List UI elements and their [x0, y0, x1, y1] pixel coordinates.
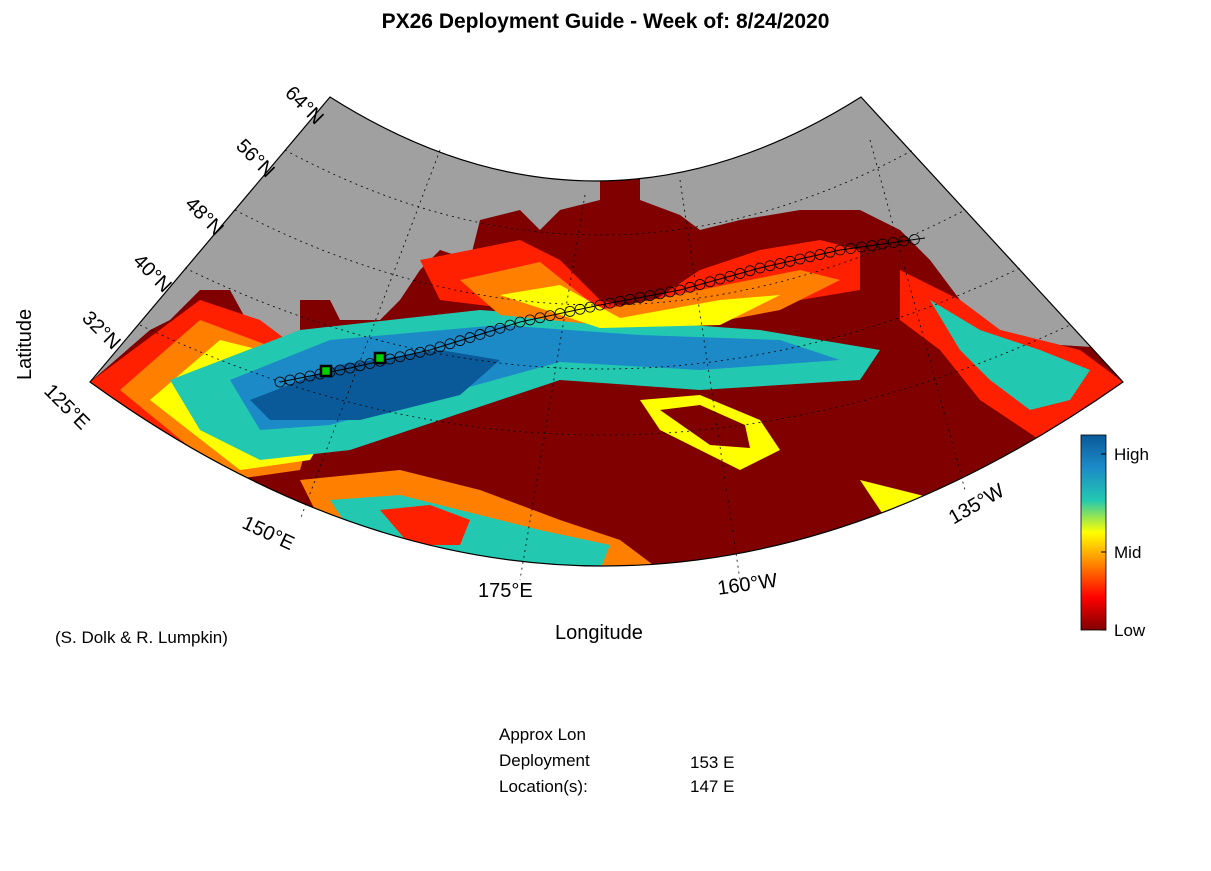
deployment-location-2: 147 E: [690, 777, 735, 796]
transect-point: [824, 246, 836, 258]
meridian-175e: [519, 194, 586, 581]
deployment-marker-147e[interactable]: [373, 351, 387, 365]
colorbar-label-low: Low: [1114, 621, 1146, 640]
transect-point: [908, 234, 920, 245]
transect-point: [474, 329, 486, 340]
transect-point: [855, 241, 867, 253]
transect-point: [444, 338, 456, 350]
transect-point: [344, 362, 356, 374]
transect-point: [494, 322, 506, 334]
deployment-heading-2: Deployment: [499, 751, 590, 770]
colorbar-label-high: High: [1114, 445, 1149, 464]
transect-point: [694, 279, 706, 290]
transect-point: [434, 341, 446, 353]
graticule: [139, 139, 1071, 581]
deployment-heading-3: Location(s):: [499, 777, 588, 796]
color-field: [90, 240, 1123, 566]
transect-point: [574, 303, 586, 315]
transect-point: [454, 335, 466, 347]
credit-text: (S. Dolk & R. Lumpkin): [55, 628, 228, 647]
transect-point: [734, 268, 746, 279]
transect-point: [484, 325, 496, 337]
transect-point: [424, 344, 436, 356]
transect-line: [274, 234, 926, 388]
cyan-band-east: [930, 300, 1090, 410]
parallel-48: [234, 209, 966, 306]
transect-point: [877, 238, 888, 250]
transect-point: [404, 349, 416, 360]
transect-point: [866, 240, 878, 251]
deep-blue-core: [250, 350, 500, 420]
transect-point: [564, 305, 576, 317]
transect-point: [714, 273, 726, 285]
south-red-patch: [380, 505, 470, 545]
transect-point: [524, 314, 536, 326]
lon-label-175e: 175°E: [478, 580, 533, 602]
transect-point: [704, 276, 716, 288]
y-axis-label: Latitude: [14, 308, 36, 380]
deployment-marker-153e[interactable]: [319, 364, 333, 378]
transect-point: [394, 351, 406, 363]
meridian-135w: [869, 139, 966, 491]
central-red-arc: [660, 405, 750, 448]
transect-point: [584, 301, 596, 313]
colorbar-label-mid: Mid: [1114, 543, 1142, 562]
transect-point: [534, 312, 546, 324]
transect-point: [414, 346, 426, 358]
transect-point: [514, 316, 526, 328]
transect-point: [898, 235, 910, 247]
parallel-40: [184, 267, 1021, 370]
colorbar: [1080, 434, 1107, 631]
transect-point: [834, 244, 846, 256]
deployment-location-1: 153 E: [690, 753, 735, 772]
transect-point: [804, 251, 816, 263]
map-title: PX26 Deployment Guide - Week of: 8/24/20…: [381, 10, 830, 33]
transect-point: [754, 262, 766, 274]
parallel-32: [139, 324, 1071, 436]
transect-point: [794, 253, 806, 265]
transect-point: [764, 260, 776, 272]
deployment-heading-1: Approx Lon: [499, 725, 586, 744]
transect-point: [724, 270, 736, 282]
colorbar-fill: [1080, 434, 1107, 631]
x-axis-label: Longitude: [555, 622, 643, 644]
map-outline: [89, 96, 1124, 567]
yellow-band-north: [500, 285, 780, 328]
transect-point: [814, 249, 826, 260]
meridian-160w: [679, 179, 741, 581]
transect-point: [684, 281, 696, 293]
transect-point: [674, 284, 686, 296]
transect-point: [354, 360, 366, 372]
transect-point: [544, 310, 556, 322]
transect-point: [784, 255, 796, 267]
transect-point: [845, 243, 857, 254]
transect-point: [504, 319, 516, 331]
transect-point: [887, 237, 899, 248]
transect-point: [774, 258, 786, 269]
transect-point: [744, 265, 756, 277]
parallel-56: [284, 149, 914, 236]
transect-point: [554, 308, 566, 319]
transect-point: [464, 332, 476, 343]
